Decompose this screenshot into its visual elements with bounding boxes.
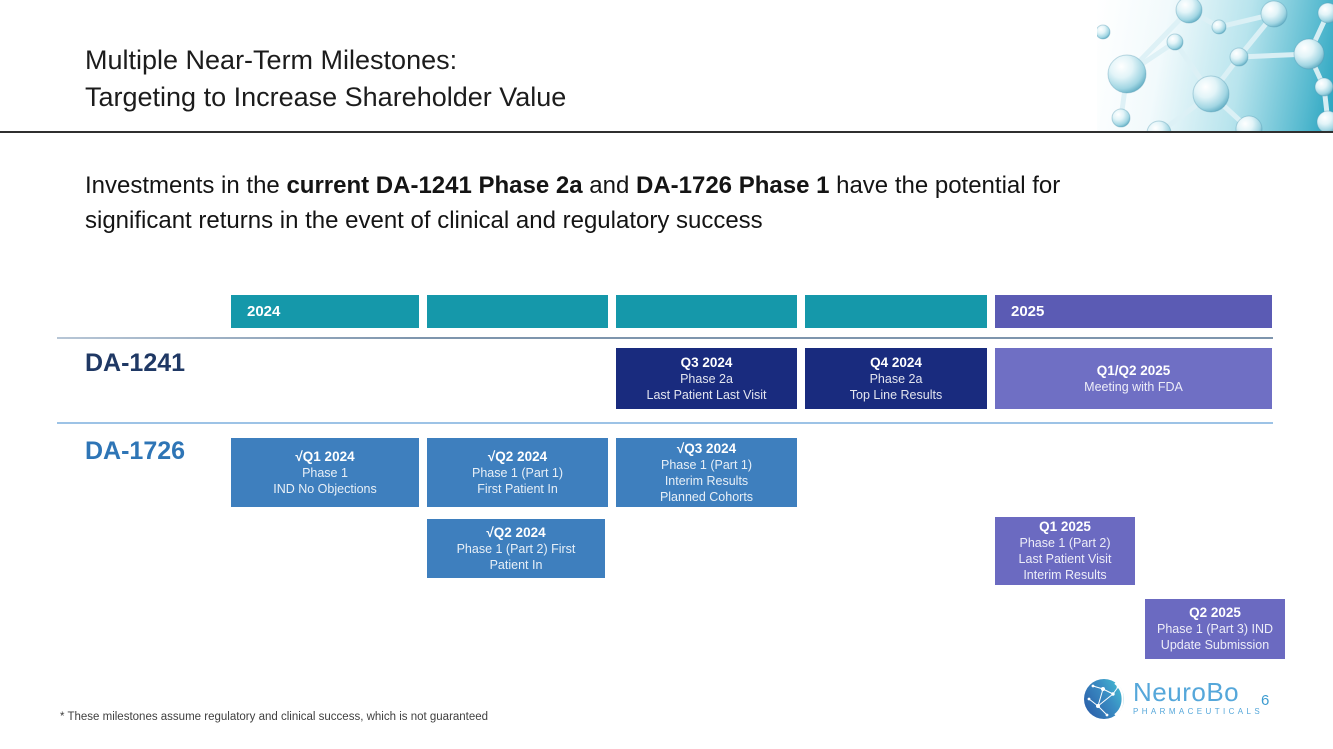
year-bar-2025: 2025 bbox=[995, 295, 1272, 328]
title-line-2: Targeting to Increase Shareholder Value bbox=[85, 82, 567, 112]
milestone-q1-2024-ind-no-objections: √Q1 2024 Phase 1 IND No Objections bbox=[231, 438, 419, 507]
intro-seg-bold-da1726: DA-1726 Phase 1 bbox=[635, 172, 830, 199]
neurobo-logo-icon bbox=[1084, 679, 1124, 719]
neurobo-logo-text: NeuroBo PHARMACEUTICALS bbox=[1133, 678, 1263, 716]
milestone-line: Phase 1 (Part 2) First bbox=[456, 541, 576, 556]
year-bar-q3-2024 bbox=[616, 295, 797, 328]
intro-line-1: Investments in the current DA-1241 Phase… bbox=[85, 168, 1255, 203]
milestone-line: Phase 1 (Part 2) bbox=[1019, 536, 1111, 550]
milestone-line: Phase 1 (Part 3) IND bbox=[1156, 622, 1273, 636]
milestone-line: IND No Objections bbox=[273, 481, 377, 496]
molecule-graphic bbox=[1095, 0, 1333, 146]
row-label-da-1726: DA-1726 bbox=[85, 437, 186, 465]
milestone-q4-2024-phase2a-topline: Q4 2024 Phase 2a Top Line Results bbox=[805, 348, 987, 409]
milestone-q1q2-2025-fda-meeting: Q1/Q2 2025 Meeting with FDA bbox=[995, 348, 1272, 409]
divider-under-years bbox=[57, 337, 1273, 339]
page-number: 6 bbox=[1261, 692, 1270, 709]
milestone-line: Phase 1 bbox=[302, 465, 348, 480]
milestone-title: Q1 2025 bbox=[1039, 519, 1091, 534]
milestone-line: Update Submission bbox=[1160, 638, 1270, 652]
intro-seg-normal: have the potential for bbox=[829, 172, 1061, 199]
milestone-title: Q4 2024 bbox=[870, 354, 922, 370]
milestone-title: √Q2 2024 bbox=[487, 448, 548, 464]
milestone-line: Patient In bbox=[489, 557, 543, 572]
milestone-line: Interim Results bbox=[664, 473, 749, 488]
milestone-title: √Q3 2024 bbox=[676, 440, 737, 456]
milestone-q2-2024-part2-first-patient: √Q2 2024 Phase 1 (Part 2) First Patient … bbox=[427, 519, 605, 578]
intro-seg-normal: and bbox=[582, 172, 636, 199]
header-divider bbox=[0, 131, 1333, 133]
milestone-q2-2025-part3-ind-update: Q2 2025 Phase 1 (Part 3) IND Update Subm… bbox=[1145, 599, 1285, 659]
milestone-line: Meeting with FDA bbox=[1084, 379, 1183, 394]
year-bar-q2-2024 bbox=[427, 295, 608, 328]
milestone-line: Last Patient Last Visit bbox=[646, 387, 767, 402]
year-bar-2024: 2024 bbox=[231, 295, 419, 328]
intro-seg-bold-da1241: DA-1241 Phase 2a bbox=[375, 172, 583, 199]
milestone-q3-2024-phase2a-lplv: Q3 2024 Phase 2a Last Patient Last Visit bbox=[616, 348, 797, 409]
intro-line-2: significant returns in the event of clin… bbox=[85, 207, 763, 234]
milestone-line: Interim Results bbox=[1023, 568, 1107, 582]
milestone-line: Phase 1 (Part 1) bbox=[660, 457, 752, 472]
footnote: * These milestones assume regulatory and… bbox=[60, 711, 489, 723]
milestone-line: Last Patient Visit bbox=[1018, 552, 1112, 566]
slide-title: Multiple Near-Term Milestones: Targeting… bbox=[85, 42, 566, 116]
year-label-2024: 2024 bbox=[247, 303, 281, 320]
milestone-line: Top Line Results bbox=[849, 387, 943, 402]
title-line-1: Multiple Near-Term Milestones: bbox=[85, 45, 458, 75]
milestone-title: Q3 2024 bbox=[680, 354, 733, 370]
milestone-line: Phase 2a bbox=[869, 371, 923, 386]
milestone-q1-2025-part2-last-patient: Q1 2025 Phase 1 (Part 2) Last Patient Vi… bbox=[995, 517, 1135, 585]
year-label-2025: 2025 bbox=[1011, 303, 1045, 320]
year-bar-q4-2024 bbox=[805, 295, 987, 328]
intro-text: Investments in the current DA-1241 Phase… bbox=[85, 168, 1255, 238]
milestone-q3-2024-part1-interim-results: √Q3 2024 Phase 1 (Part 1) Interim Result… bbox=[616, 438, 797, 507]
milestone-line: Phase 1 (Part 1) bbox=[471, 465, 563, 480]
intro-seg-normal: Investments in the bbox=[85, 172, 287, 199]
row-label-da-1241: DA-1241 bbox=[85, 349, 186, 377]
logo-wordmark: NeuroBo bbox=[1133, 677, 1240, 707]
milestone-title: √Q2 2024 bbox=[486, 524, 546, 540]
milestone-line: Phase 2a bbox=[680, 371, 733, 386]
milestone-q2-2024-part1-first-patient: √Q2 2024 Phase 1 (Part 1) First Patient … bbox=[427, 438, 608, 507]
milestone-title: Q1/Q2 2025 bbox=[1096, 362, 1171, 378]
milestone-line: First Patient In bbox=[477, 481, 558, 496]
logo-subtitle: PHARMACEUTICALS bbox=[1133, 707, 1264, 716]
intro-seg-bold-current: current bbox=[286, 172, 376, 199]
milestone-title: Q2 2025 bbox=[1189, 605, 1241, 620]
milestone-line: Planned Cohorts bbox=[659, 489, 754, 504]
neurobo-logo: NeuroBo PHARMACEUTICALS bbox=[1083, 678, 1263, 720]
milestone-title: √Q1 2024 bbox=[295, 448, 355, 464]
molecule-image bbox=[1095, 0, 1333, 146]
divider-between-rows bbox=[57, 422, 1273, 424]
